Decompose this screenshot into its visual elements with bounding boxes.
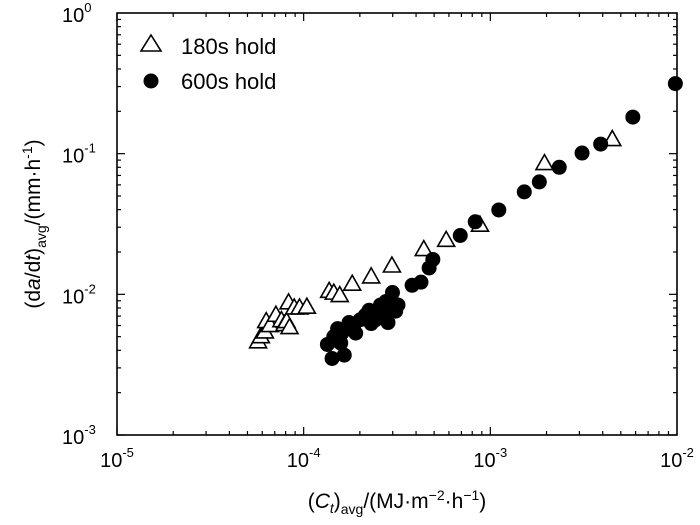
legend-label-600s: 600s hold (181, 69, 276, 94)
legend: 180s hold 600s hold (139, 33, 276, 94)
point-600s-hold (336, 347, 352, 363)
point-600s-hold (334, 325, 350, 341)
data-points (248, 76, 683, 366)
point-180s-hold (382, 255, 402, 273)
point-180s-hold (413, 238, 434, 257)
x-tick-label: 10-5 (100, 445, 134, 472)
point-180s-hold (279, 316, 300, 335)
point-600s-hold (452, 227, 468, 243)
point-600s-hold (348, 325, 364, 341)
plot-frame (116, 12, 678, 436)
point-180s-hold (361, 266, 382, 284)
y-tick-labels: 10-3 10-2 10-1 100 (62, 0, 96, 449)
x-tick-labels: 10-5 10-4 10-3 10-2 (100, 445, 694, 472)
point-600s-hold (384, 285, 400, 301)
point-180s-hold (534, 152, 555, 171)
point-600s-hold (625, 109, 641, 125)
point-600s-hold (425, 251, 441, 267)
y-tick-label: 100 (62, 0, 91, 27)
point-600s-hold (413, 274, 429, 290)
point-600s-hold (491, 202, 507, 218)
point-600s-hold (574, 145, 590, 161)
point-180s-hold (342, 273, 363, 292)
legend-marker-600s (143, 73, 159, 89)
y-tick-label: 10-1 (62, 141, 96, 168)
point-600s-hold (593, 136, 609, 152)
y-axis-title: (da/dt)avg/(mm·h-1) (19, 139, 49, 308)
point-180s-hold (602, 128, 623, 147)
point-600s-hold (467, 214, 483, 230)
point-180s-hold (329, 284, 350, 303)
legend-marker-180s (139, 33, 163, 52)
point-600s-hold (324, 350, 340, 366)
legend-label-180s: 180s hold (181, 34, 276, 59)
x-tick-label: 10-2 (660, 445, 694, 472)
x-axis-title: (Ct)avg/(MJ·m−2·h−1) (308, 487, 487, 517)
x-tick-label: 10-3 (473, 445, 507, 472)
axis-ticks (116, 13, 677, 436)
point-180s-hold (436, 229, 457, 248)
point-600s-hold (390, 297, 406, 313)
point-600s-hold (551, 159, 567, 175)
y-tick-label: 10-2 (62, 281, 96, 308)
point-600s-hold (380, 315, 396, 331)
point-600s-hold (516, 184, 532, 200)
y-tick-label: 10-3 (62, 422, 96, 449)
x-tick-label: 10-4 (287, 445, 321, 472)
point-600s-hold (531, 174, 547, 190)
point-600s-hold (667, 76, 683, 92)
point-180s-hold (296, 296, 317, 315)
